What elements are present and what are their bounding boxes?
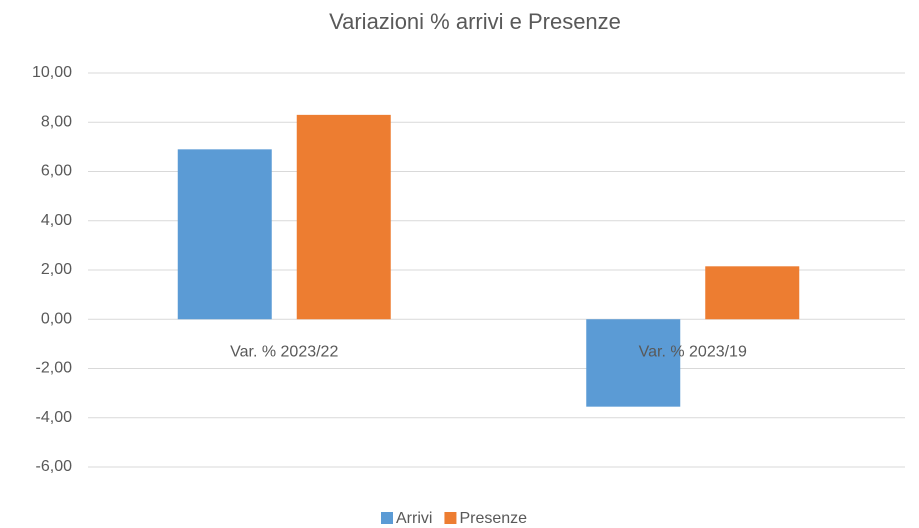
bar bbox=[177, 149, 272, 320]
y-tick-label: 10,00 bbox=[32, 64, 72, 81]
y-tick-label: 4,00 bbox=[41, 212, 72, 229]
legend-swatch bbox=[444, 512, 457, 524]
bar bbox=[705, 266, 800, 320]
bar bbox=[296, 114, 391, 320]
bar bbox=[586, 319, 681, 407]
y-tick-label: -6,00 bbox=[36, 458, 73, 475]
y-tick-label: 2,00 bbox=[41, 261, 72, 278]
legend-swatch bbox=[381, 512, 393, 524]
chart-title: Variazioni % arrivi e Presenze bbox=[329, 9, 621, 34]
y-tick-label: 0,00 bbox=[41, 310, 72, 327]
y-tick-label: 6,00 bbox=[41, 163, 72, 180]
legend-label: Arrivi bbox=[396, 510, 432, 527]
y-tick-label: -4,00 bbox=[36, 409, 73, 426]
x-tick-label: Var. % 2023/22 bbox=[230, 343, 338, 360]
y-tick-label: 8,00 bbox=[41, 113, 72, 130]
x-tick-label: Var. % 2023/19 bbox=[639, 343, 747, 360]
legend-label: Presenze bbox=[459, 510, 527, 527]
y-tick-label: -2,00 bbox=[36, 360, 73, 377]
